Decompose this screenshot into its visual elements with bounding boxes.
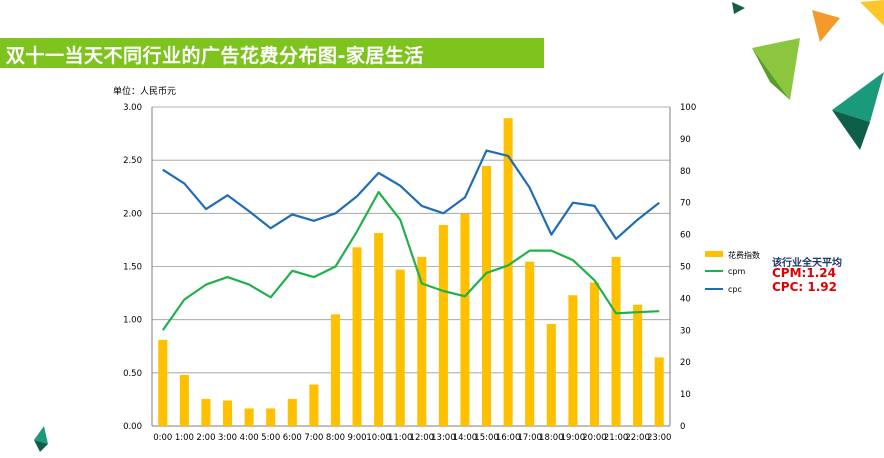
decor-triangle-teal — [832, 72, 884, 122]
bar — [589, 282, 599, 426]
right-axis-tick: 0 — [680, 422, 685, 432]
x-axis-tick: 10:00 — [366, 433, 391, 443]
left-axis-tick: 0.50 — [123, 369, 142, 379]
bar — [482, 166, 492, 426]
x-axis-tick: 2:00 — [196, 433, 215, 443]
x-axis-tick: 16:00 — [496, 433, 521, 443]
decor-triangle-teal-dark — [832, 110, 870, 150]
x-axis-tick: 3:00 — [218, 433, 237, 443]
title-bar: 双十一当天不同行业的广告花费分布图-家居生活 — [0, 38, 544, 68]
legend-bar-swatch — [705, 251, 723, 257]
x-axis-tick: 19:00 — [561, 433, 586, 443]
x-axis-tick: 4:00 — [240, 433, 259, 443]
bar — [525, 261, 535, 426]
decor-triangle-yellow — [860, 0, 884, 26]
average-cpm: CPM:1.24 — [772, 266, 836, 280]
x-axis-tick: 9:00 — [347, 433, 366, 443]
average-cpc: CPC: 1.92 — [772, 280, 837, 294]
x-axis-tick: 6:00 — [283, 433, 302, 443]
x-axis-tick: 22:00 — [625, 433, 650, 443]
right-axis-tick: 80 — [680, 167, 691, 177]
bar — [568, 295, 578, 426]
x-axis-tick: 13:00 — [431, 433, 456, 443]
bar — [460, 213, 470, 426]
bar — [179, 374, 189, 426]
cpm-line — [161, 191, 660, 331]
legend-label-cpm: cpm — [728, 267, 745, 276]
bar — [223, 400, 233, 426]
right-axis-tick: 90 — [680, 135, 691, 145]
right-axis-tick: 20 — [680, 358, 691, 368]
legend-label-cpc: cpc — [728, 285, 742, 294]
bar — [503, 118, 513, 426]
bar — [201, 398, 211, 426]
bar — [417, 256, 427, 426]
x-axis-tick: 11:00 — [388, 433, 413, 443]
bar — [546, 323, 556, 426]
decor-triangle-green-dark — [752, 48, 790, 100]
bar — [352, 247, 362, 426]
left-axis-tick: 2.50 — [123, 156, 142, 166]
x-axis-tick: 8:00 — [326, 433, 345, 443]
left-axis-tick: 1.50 — [123, 263, 142, 273]
unit-label: 单位：人民币元 — [113, 85, 176, 97]
right-axis-tick: 40 — [680, 294, 691, 304]
x-axis-tick: 0:00 — [153, 433, 172, 443]
legend-label-spend: 花费指数 — [728, 250, 760, 260]
x-axis-tick: 12:00 — [410, 433, 435, 443]
right-axis-tick: 30 — [680, 326, 691, 336]
x-axis-tick: 18:00 — [539, 433, 564, 443]
bar — [309, 384, 319, 426]
x-axis-tick: 7:00 — [304, 433, 323, 443]
bar — [266, 408, 276, 426]
left-axis-tick: 3.00 — [123, 103, 142, 113]
decor-triangle-orange — [812, 10, 840, 42]
average-title: 该行业全天平均 — [772, 258, 842, 269]
x-axis-tick: 21:00 — [604, 433, 629, 443]
decor-triangle-bottom-left — [34, 426, 48, 444]
page-title: 双十一当天不同行业的广告花费分布图-家居生活 — [6, 45, 424, 67]
x-axis-tick: 5:00 — [261, 433, 280, 443]
bar — [287, 398, 297, 426]
left-axis-tick: 2.00 — [123, 209, 142, 219]
right-axis-tick: 70 — [680, 199, 691, 209]
right-axis-tick: 50 — [680, 263, 691, 273]
right-axis-tick: 10 — [680, 390, 691, 400]
cpc-line — [162, 149, 660, 240]
left-axis-tick: 1.00 — [123, 316, 142, 326]
right-axis-tick: 100 — [680, 103, 696, 113]
bar — [244, 408, 254, 426]
x-axis-tick: 14:00 — [453, 433, 478, 443]
bar — [654, 357, 664, 426]
bar — [330, 314, 340, 426]
x-axis-tick: 1:00 — [175, 433, 194, 443]
bar — [611, 256, 621, 426]
bar — [633, 304, 643, 426]
x-axis-tick: 20:00 — [582, 433, 607, 443]
decor-triangle-dark-top — [732, 2, 745, 14]
x-axis-tick: 23:00 — [647, 433, 672, 443]
bar — [395, 269, 405, 426]
right-axis-tick: 60 — [680, 231, 691, 241]
decor-triangle-green — [752, 38, 800, 100]
left-axis-tick: 0.00 — [123, 422, 142, 432]
bar — [438, 225, 448, 426]
x-axis-tick: 15:00 — [474, 433, 499, 443]
bar — [374, 233, 384, 426]
bar — [158, 339, 168, 426]
x-axis-tick: 17:00 — [517, 433, 542, 443]
decor-triangle-bottom-left-dark — [34, 440, 48, 452]
